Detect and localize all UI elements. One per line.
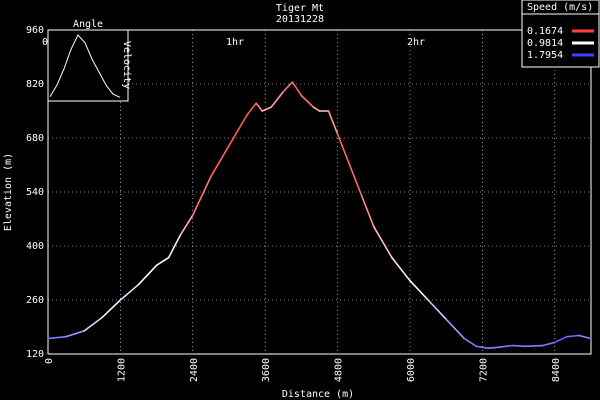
x-tick-label: 0: [44, 358, 55, 364]
y-tick-label: 260: [26, 295, 44, 306]
elevation-segment: [300, 94, 315, 108]
x-tick-label: 7200: [478, 358, 489, 382]
y-tick-label: 120: [26, 349, 44, 360]
elevation-line: [47, 81, 592, 350]
elevation-segment: [179, 214, 194, 236]
time-mark-label: 2hr: [407, 37, 425, 48]
x-tick-label: 3600: [261, 358, 272, 382]
elevation-segment: [360, 195, 375, 228]
elevation-segment: [566, 334, 580, 338]
elevation-segment: [578, 334, 592, 340]
elevation-segment: [499, 344, 514, 348]
elevation-segment: [282, 81, 294, 93]
elevation-segment: [210, 144, 230, 178]
elevation-segment: [255, 102, 263, 112]
x-tick-labels: 0 1200 2400 3600 4800 6000 7200 8400: [44, 358, 562, 382]
x-tick-label: 1200: [116, 358, 127, 382]
elevation-segment: [541, 341, 556, 347]
elevation-segment: [192, 175, 212, 216]
elevation-segment: [553, 335, 568, 344]
gridlines: [47, 29, 591, 355]
inset-line: [49, 34, 121, 98]
y-tick-label: 400: [26, 241, 44, 252]
elevation-segment: [83, 316, 104, 332]
elevation-segment: [336, 133, 351, 166]
legend-entry-label: 1.7954: [527, 50, 563, 61]
elevation-segment: [463, 337, 478, 348]
y-tick-label: 540: [26, 187, 44, 198]
elevation-segment: [511, 344, 526, 348]
elevation-segment: [348, 164, 363, 197]
elevation-segment: [409, 279, 429, 301]
elevation-segment: [137, 264, 158, 286]
x-tick-label: 6000: [406, 358, 417, 382]
elevation-segment: [119, 283, 140, 301]
elevation-segment: [47, 335, 67, 340]
y-tick-label: 680: [26, 133, 44, 144]
elevation-segment: [523, 344, 544, 348]
y-tick-label: 960: [26, 25, 44, 36]
x-tick-label: 4800: [334, 358, 345, 382]
elevation-segment: [391, 256, 411, 282]
elevation-segment: [327, 110, 339, 135]
elevation-segment: [270, 90, 285, 108]
elevation-segment: [427, 299, 448, 321]
inset-title: Angle: [73, 19, 103, 30]
elevation-segment: [475, 345, 490, 350]
y-axis-label: Elevation (m): [3, 153, 14, 231]
elevation-segment: [487, 346, 502, 350]
legend-entry-label: 0.1674: [527, 26, 563, 37]
elevation-segment: [246, 102, 257, 116]
x-axis-label: Distance (m): [282, 389, 354, 400]
elevation-segment: [261, 106, 273, 112]
elevation-segment: [445, 318, 466, 340]
elevation-segment: [312, 106, 321, 112]
legend-title: Speed (m/s): [527, 2, 593, 13]
elevation-segment: [372, 225, 393, 259]
chart-title: Tiger Mt: [276, 3, 324, 14]
y-tick-labels: 120 260 400 540 680 820 960: [26, 25, 44, 360]
legend-entry-label: 0.9814: [527, 38, 563, 49]
elevation-segment: [65, 330, 85, 338]
inset-chart: Angle Velocity: [47, 19, 132, 102]
time-mark-label: 1hr: [226, 37, 244, 48]
y-tick-label: 820: [26, 79, 44, 90]
x-tick-label: 2400: [189, 358, 200, 382]
elevation-segment: [228, 114, 248, 147]
elevation-segment: [291, 81, 303, 97]
elevation-segment: [101, 299, 122, 319]
inset-frame: [47, 29, 129, 102]
elevation-segment: [155, 256, 170, 267]
inset-y-label: Velocity: [121, 41, 132, 89]
x-tick-label: 8400: [551, 358, 562, 382]
elevation-segment: [167, 233, 182, 259]
chart-subtitle: 20131228: [276, 14, 324, 25]
